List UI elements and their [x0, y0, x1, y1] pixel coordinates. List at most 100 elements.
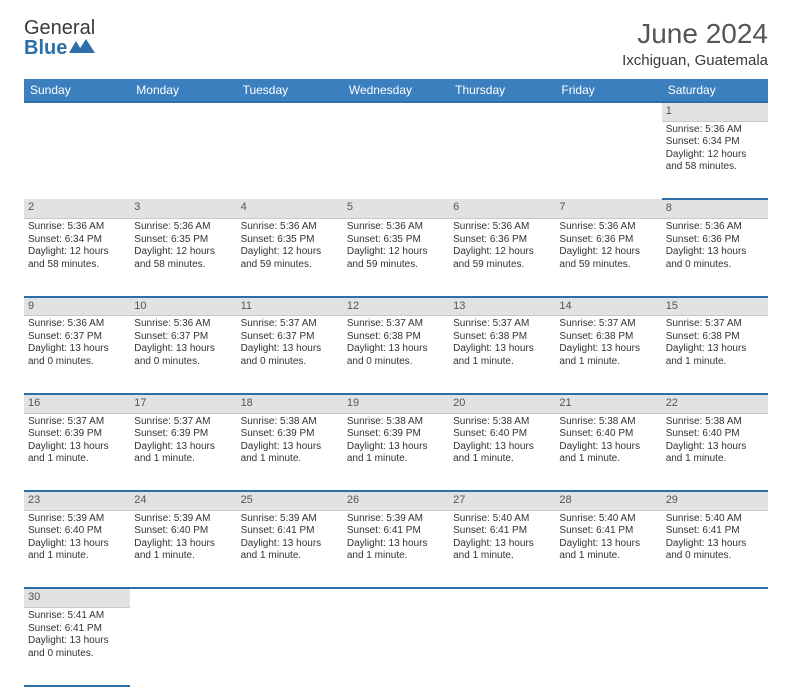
day-number-cell: 7: [555, 199, 661, 218]
day-number-cell: [343, 102, 449, 121]
day-cell-text: Sunrise: 5:36 AM Sunset: 6:35 PM Dayligh…: [347, 221, 445, 271]
day-body-row: Sunrise: 5:36 AM Sunset: 6:34 PM Dayligh…: [24, 219, 768, 297]
day-number-cell: 23: [24, 491, 130, 510]
day-cell: Sunrise: 5:37 AM Sunset: 6:38 PM Dayligh…: [449, 316, 555, 394]
day-cell-text: Sunrise: 5:38 AM Sunset: 6:40 PM Dayligh…: [559, 416, 657, 466]
day-number-cell: [24, 102, 130, 121]
day-cell: Sunrise: 5:37 AM Sunset: 6:39 PM Dayligh…: [24, 413, 130, 491]
day-cell: [449, 121, 555, 199]
day-cell-text: Sunrise: 5:40 AM Sunset: 6:41 PM Dayligh…: [453, 513, 551, 563]
day-number-cell: 22: [662, 394, 768, 413]
day-cell: Sunrise: 5:38 AM Sunset: 6:40 PM Dayligh…: [555, 413, 661, 491]
weekday-header: Tuesday: [237, 79, 343, 102]
day-cell: Sunrise: 5:36 AM Sunset: 6:34 PM Dayligh…: [662, 121, 768, 199]
day-cell-text: Sunrise: 5:37 AM Sunset: 6:38 PM Dayligh…: [666, 318, 764, 368]
day-number-cell: 6: [449, 199, 555, 218]
day-cell-text: Sunrise: 5:40 AM Sunset: 6:41 PM Dayligh…: [666, 513, 764, 563]
day-cell: [130, 608, 236, 686]
day-body-row: Sunrise: 5:41 AM Sunset: 6:41 PM Dayligh…: [24, 608, 768, 686]
day-cell-text: Sunrise: 5:39 AM Sunset: 6:40 PM Dayligh…: [28, 513, 126, 563]
day-cell: [449, 608, 555, 686]
day-number-cell: [449, 588, 555, 607]
day-number-cell: 5: [343, 199, 449, 218]
day-cell: Sunrise: 5:36 AM Sunset: 6:35 PM Dayligh…: [343, 219, 449, 297]
day-cell: Sunrise: 5:37 AM Sunset: 6:38 PM Dayligh…: [662, 316, 768, 394]
day-cell-text: Sunrise: 5:36 AM Sunset: 6:35 PM Dayligh…: [241, 221, 339, 271]
day-number-cell: 14: [555, 297, 661, 316]
day-cell-text: Sunrise: 5:37 AM Sunset: 6:37 PM Dayligh…: [241, 318, 339, 368]
day-number-cell: 17: [130, 394, 236, 413]
day-number-cell: 27: [449, 491, 555, 510]
day-body-row: Sunrise: 5:36 AM Sunset: 6:37 PM Dayligh…: [24, 316, 768, 394]
day-cell-text: Sunrise: 5:39 AM Sunset: 6:41 PM Dayligh…: [347, 513, 445, 563]
day-cell-text: Sunrise: 5:38 AM Sunset: 6:39 PM Dayligh…: [347, 416, 445, 466]
day-number-cell: 3: [130, 199, 236, 218]
day-number-cell: 19: [343, 394, 449, 413]
day-body-row: Sunrise: 5:36 AM Sunset: 6:34 PM Dayligh…: [24, 121, 768, 199]
day-cell: Sunrise: 5:36 AM Sunset: 6:37 PM Dayligh…: [24, 316, 130, 394]
day-cell: [24, 121, 130, 199]
day-number-cell: 8: [662, 199, 768, 218]
day-cell: Sunrise: 5:36 AM Sunset: 6:34 PM Dayligh…: [24, 219, 130, 297]
day-cell: Sunrise: 5:41 AM Sunset: 6:41 PM Dayligh…: [24, 608, 130, 686]
month-title: June 2024: [622, 18, 768, 50]
day-cell-text: Sunrise: 5:38 AM Sunset: 6:39 PM Dayligh…: [241, 416, 339, 466]
day-body-row: Sunrise: 5:37 AM Sunset: 6:39 PM Dayligh…: [24, 413, 768, 491]
day-cell: Sunrise: 5:36 AM Sunset: 6:35 PM Dayligh…: [237, 219, 343, 297]
day-number-cell: 28: [555, 491, 661, 510]
day-number-cell: [555, 588, 661, 607]
day-cell: Sunrise: 5:40 AM Sunset: 6:41 PM Dayligh…: [449, 510, 555, 588]
day-cell: Sunrise: 5:38 AM Sunset: 6:40 PM Dayligh…: [662, 413, 768, 491]
weekday-header-row: Sunday Monday Tuesday Wednesday Thursday…: [24, 79, 768, 102]
day-cell: Sunrise: 5:39 AM Sunset: 6:41 PM Dayligh…: [343, 510, 449, 588]
day-number-cell: 18: [237, 394, 343, 413]
day-cell: [130, 121, 236, 199]
day-cell: [343, 121, 449, 199]
day-number-row: 30: [24, 588, 768, 607]
day-number-cell: [662, 588, 768, 607]
title-block: June 2024 Ixchiguan, Guatemala: [622, 18, 768, 69]
day-cell-text: Sunrise: 5:36 AM Sunset: 6:35 PM Dayligh…: [134, 221, 232, 271]
weekday-header: Thursday: [449, 79, 555, 102]
day-cell-text: Sunrise: 5:37 AM Sunset: 6:38 PM Dayligh…: [453, 318, 551, 368]
day-number-cell: [555, 102, 661, 121]
flag-icon: [69, 39, 97, 55]
day-cell: [555, 121, 661, 199]
day-cell: Sunrise: 5:39 AM Sunset: 6:40 PM Dayligh…: [24, 510, 130, 588]
day-number-cell: 15: [662, 297, 768, 316]
day-cell-text: Sunrise: 5:36 AM Sunset: 6:34 PM Dayligh…: [28, 221, 126, 271]
calendar-body: 1Sunrise: 5:36 AM Sunset: 6:34 PM Daylig…: [24, 102, 768, 686]
day-number-cell: 25: [237, 491, 343, 510]
day-cell: Sunrise: 5:36 AM Sunset: 6:36 PM Dayligh…: [662, 219, 768, 297]
day-number-cell: 16: [24, 394, 130, 413]
day-cell-text: Sunrise: 5:36 AM Sunset: 6:36 PM Dayligh…: [453, 221, 551, 271]
day-cell: Sunrise: 5:36 AM Sunset: 6:36 PM Dayligh…: [555, 219, 661, 297]
day-number-cell: [237, 588, 343, 607]
day-cell-text: Sunrise: 5:39 AM Sunset: 6:41 PM Dayligh…: [241, 513, 339, 563]
day-cell: Sunrise: 5:36 AM Sunset: 6:35 PM Dayligh…: [130, 219, 236, 297]
weekday-header: Wednesday: [343, 79, 449, 102]
weekday-header: Monday: [130, 79, 236, 102]
day-cell-text: Sunrise: 5:37 AM Sunset: 6:38 PM Dayligh…: [347, 318, 445, 368]
day-cell-text: Sunrise: 5:40 AM Sunset: 6:41 PM Dayligh…: [559, 513, 657, 563]
day-number-cell: 12: [343, 297, 449, 316]
day-number-cell: 10: [130, 297, 236, 316]
day-number-cell: [343, 588, 449, 607]
day-number-cell: 24: [130, 491, 236, 510]
day-cell-text: Sunrise: 5:37 AM Sunset: 6:38 PM Dayligh…: [559, 318, 657, 368]
brand-text-2: Blue: [24, 38, 67, 58]
day-number-cell: 1: [662, 102, 768, 121]
day-cell: Sunrise: 5:38 AM Sunset: 6:40 PM Dayligh…: [449, 413, 555, 491]
day-cell: [555, 608, 661, 686]
day-number-cell: 20: [449, 394, 555, 413]
day-number-cell: 26: [343, 491, 449, 510]
day-number-row: 2345678: [24, 199, 768, 218]
day-number-cell: [449, 102, 555, 121]
day-number-row: 23242526272829: [24, 491, 768, 510]
day-cell-text: Sunrise: 5:38 AM Sunset: 6:40 PM Dayligh…: [666, 416, 764, 466]
day-cell-text: Sunrise: 5:36 AM Sunset: 6:36 PM Dayligh…: [666, 221, 764, 271]
weekday-header: Saturday: [662, 79, 768, 102]
day-cell: Sunrise: 5:39 AM Sunset: 6:40 PM Dayligh…: [130, 510, 236, 588]
day-cell-text: Sunrise: 5:39 AM Sunset: 6:40 PM Dayligh…: [134, 513, 232, 563]
day-cell: Sunrise: 5:38 AM Sunset: 6:39 PM Dayligh…: [343, 413, 449, 491]
